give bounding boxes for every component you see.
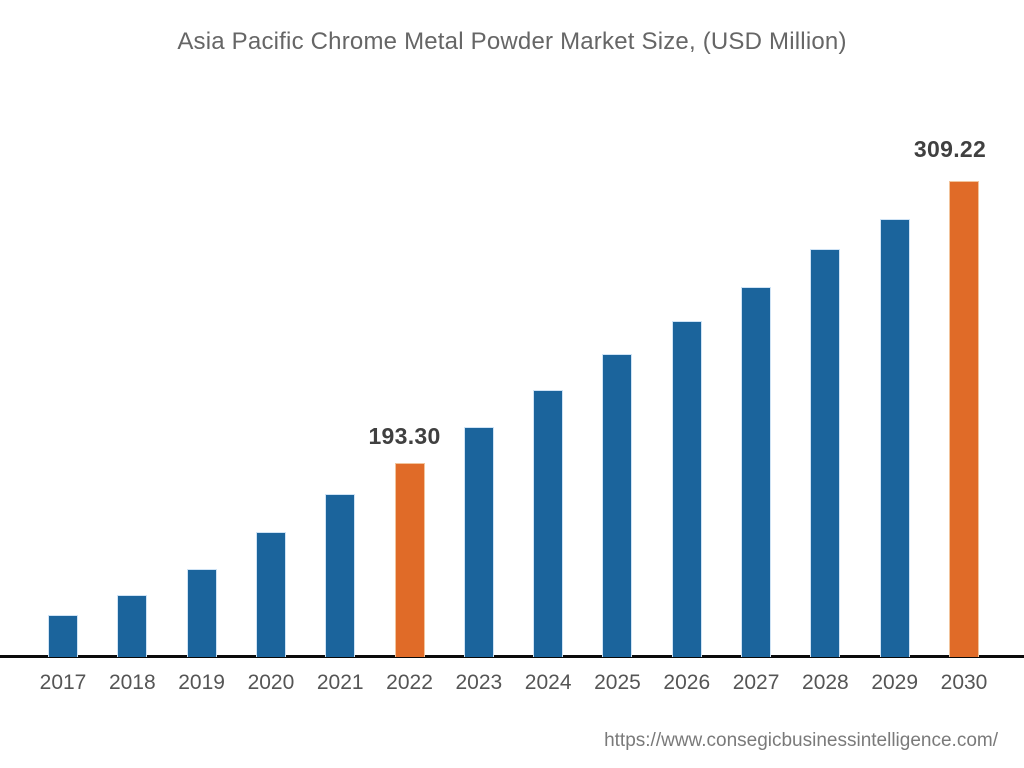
bar-2018 bbox=[117, 595, 148, 657]
bar-2017 bbox=[48, 615, 78, 657]
x-axis-label-2023: 2023 bbox=[455, 671, 503, 694]
bar-2028 bbox=[810, 249, 841, 657]
x-axis-label-2019: 2019 bbox=[178, 671, 225, 694]
x-axis-label-2030: 2030 bbox=[940, 671, 988, 694]
bar-2024 bbox=[533, 390, 564, 657]
bar-2026 bbox=[671, 321, 702, 657]
x-axis-label-2022: 2022 bbox=[386, 671, 433, 694]
chart-title: Asia Pacific Chrome Metal Powder Market … bbox=[177, 28, 847, 55]
x-axis-label-2018: 2018 bbox=[108, 671, 156, 694]
x-axis-label-2026: 2026 bbox=[663, 671, 711, 694]
x-axis-label-2028: 2028 bbox=[802, 671, 849, 694]
x-axis-label-2024: 2024 bbox=[524, 671, 572, 694]
x-axis-label-2027: 2027 bbox=[732, 671, 780, 694]
source-url-link[interactable]: https://www.consegicbusinessintelligence… bbox=[604, 730, 998, 751]
x-axis-label-2020: 2020 bbox=[247, 671, 295, 694]
bar-2023 bbox=[463, 427, 494, 657]
bar-2020 bbox=[255, 532, 286, 657]
x-axis-label-2017: 2017 bbox=[39, 671, 87, 694]
x-axis-label-2021: 2021 bbox=[316, 671, 364, 694]
x-axis-label-2029: 2029 bbox=[871, 671, 919, 694]
bar-2022 bbox=[394, 463, 425, 657]
bar-2025 bbox=[602, 354, 633, 657]
bar-2027 bbox=[741, 287, 772, 657]
bar-2030 bbox=[949, 181, 979, 657]
data-label-2030: 309.22 bbox=[913, 136, 987, 162]
bar-2029 bbox=[879, 219, 910, 657]
data-label-2022: 193.30 bbox=[368, 423, 441, 449]
x-axis-line bbox=[0, 655, 1024, 658]
bar-2021 bbox=[325, 494, 356, 657]
bar-2019 bbox=[186, 569, 217, 657]
x-axis-label-2025: 2025 bbox=[594, 671, 641, 694]
